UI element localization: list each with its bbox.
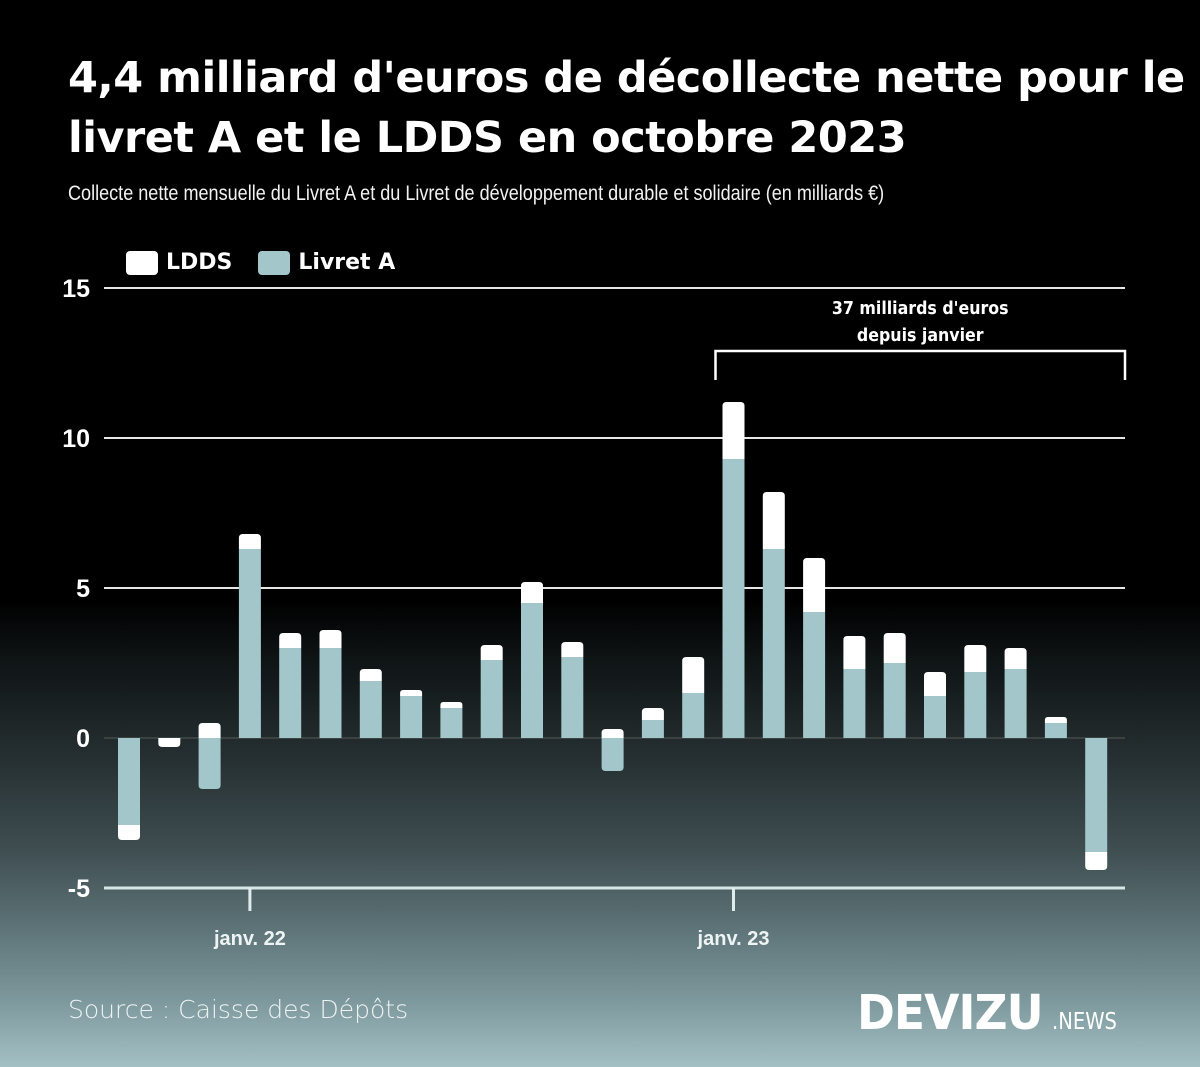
- legend-label-livret-a: Livret A: [298, 250, 396, 275]
- bar-ldds: [1044, 717, 1067, 723]
- bar-ldds: [1004, 648, 1027, 669]
- annotation-text-line1: 37 milliards d'euros: [832, 297, 1009, 318]
- bar-ldds: [359, 669, 382, 681]
- bar-ldds: [521, 582, 543, 603]
- legend-label-ldds: LDDS: [166, 250, 233, 275]
- chart-subtitle: Collecte nette mensuelle du Livret A et …: [68, 182, 885, 205]
- bar-livret-a: [762, 549, 785, 738]
- bar-livret-a: [400, 696, 423, 738]
- bar-ldds: [641, 708, 664, 720]
- bar-ldds: [561, 642, 584, 657]
- bar-livret-a: [722, 459, 745, 738]
- logo-sub-text: .NEWS: [1052, 1009, 1118, 1035]
- bar-livret-a: [238, 549, 261, 738]
- logo-main-text: DEVIZU: [857, 985, 1044, 1041]
- bar-livret-a: [359, 681, 382, 738]
- bar-ldds: [319, 630, 342, 648]
- bar-ldds: [440, 702, 463, 708]
- y-tick-label: 10: [62, 425, 90, 453]
- bar-ldds: [924, 672, 946, 696]
- x-tick-label: janv. 23: [697, 928, 770, 950]
- legend: LDDS Livret A: [126, 250, 411, 275]
- bar-livret-a: [279, 648, 302, 738]
- bar-livret-a: [319, 648, 342, 738]
- bar-livret-a: [1044, 723, 1067, 738]
- bar-livret-a: [924, 696, 946, 738]
- bar-ldds: [238, 534, 261, 549]
- legend-swatch-ldds: [126, 250, 158, 275]
- bar-ldds: [198, 723, 221, 738]
- bar-ldds: [601, 729, 624, 738]
- bar-ldds: [883, 633, 906, 663]
- legend-swatch-livret-a: [258, 250, 291, 275]
- x-tick-label: janv. 22: [213, 928, 286, 950]
- bar-ldds: [843, 636, 866, 669]
- bar-ldds: [118, 825, 140, 840]
- annotation-bracket: [714, 349, 1127, 380]
- bar-ldds: [803, 558, 826, 612]
- bar-ldds: [279, 633, 302, 648]
- bar-livret-a: [682, 693, 705, 738]
- bar-ldds: [480, 645, 503, 660]
- bar-ldds: [400, 690, 423, 696]
- bar-livret-a: [843, 669, 866, 738]
- bar-livret-a: [641, 720, 664, 738]
- y-tick-label: -5: [68, 875, 90, 903]
- bar-livret-a: [198, 738, 221, 789]
- legend-item-ldds: LDDS: [126, 250, 232, 275]
- y-tick-label: 5: [76, 575, 90, 603]
- bar-livret-a: [601, 738, 624, 771]
- bar-livret-a: [1004, 669, 1027, 738]
- bar-livret-a: [1085, 738, 1108, 852]
- bar-livret-a: [561, 657, 584, 738]
- brand-logo: DEVIZU .NEWS: [857, 985, 1129, 1041]
- y-tick-label: 0: [76, 725, 90, 753]
- bar-livret-a: [440, 708, 463, 738]
- bar-ldds: [762, 492, 785, 549]
- source-note: Source : Caisse des Dépôts: [68, 995, 409, 1024]
- chart-title: 4,4 milliard d'euros de décollecte nette…: [68, 53, 1185, 163]
- bar-livret-a: [803, 612, 826, 738]
- bar-ldds: [1085, 852, 1108, 870]
- bar-ldds: [682, 657, 705, 693]
- bar-livret-a: [964, 672, 987, 738]
- y-tick-label: 15: [62, 275, 90, 303]
- bar-ldds: [722, 402, 745, 459]
- legend-item-livret-a: Livret A: [258, 250, 395, 275]
- bar-livret-a: [883, 663, 906, 738]
- bar-livret-a: [118, 738, 140, 825]
- annotation-text-line2: depuis janvier: [857, 324, 984, 345]
- bar-livret-a: [480, 660, 503, 738]
- bar-ldds: [158, 738, 181, 747]
- bar-ldds: [964, 645, 987, 672]
- bar-livret-a: [521, 603, 543, 738]
